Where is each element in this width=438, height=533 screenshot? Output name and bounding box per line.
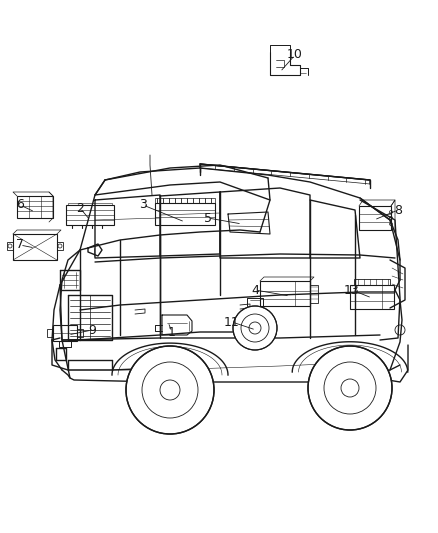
Text: 9: 9 bbox=[88, 324, 96, 336]
Bar bbox=[359, 206, 391, 230]
Text: 13: 13 bbox=[344, 284, 360, 296]
Text: 8: 8 bbox=[394, 204, 402, 216]
Bar bbox=[155, 198, 215, 203]
Text: 7: 7 bbox=[16, 238, 24, 252]
Text: 1: 1 bbox=[168, 326, 176, 338]
Bar bbox=[260, 281, 310, 306]
Bar bbox=[53, 325, 77, 341]
Bar bbox=[13, 234, 57, 260]
Bar bbox=[354, 279, 390, 285]
Text: 4: 4 bbox=[251, 284, 259, 296]
Circle shape bbox=[233, 306, 277, 350]
Text: 6: 6 bbox=[16, 198, 24, 212]
Bar bbox=[310, 285, 318, 303]
Text: 11: 11 bbox=[224, 316, 240, 328]
Text: 10: 10 bbox=[287, 49, 303, 61]
Bar bbox=[66, 205, 114, 225]
Bar bbox=[155, 203, 215, 225]
Circle shape bbox=[126, 346, 214, 434]
Text: 2: 2 bbox=[76, 201, 84, 214]
Bar bbox=[57, 242, 63, 250]
Bar bbox=[77, 329, 83, 337]
Bar bbox=[47, 329, 53, 337]
Bar bbox=[68, 203, 112, 205]
Text: 3: 3 bbox=[139, 198, 147, 212]
Bar bbox=[350, 285, 394, 309]
Text: 5: 5 bbox=[204, 212, 212, 224]
Bar bbox=[7, 242, 13, 250]
Circle shape bbox=[308, 346, 392, 430]
Bar bbox=[17, 196, 53, 218]
